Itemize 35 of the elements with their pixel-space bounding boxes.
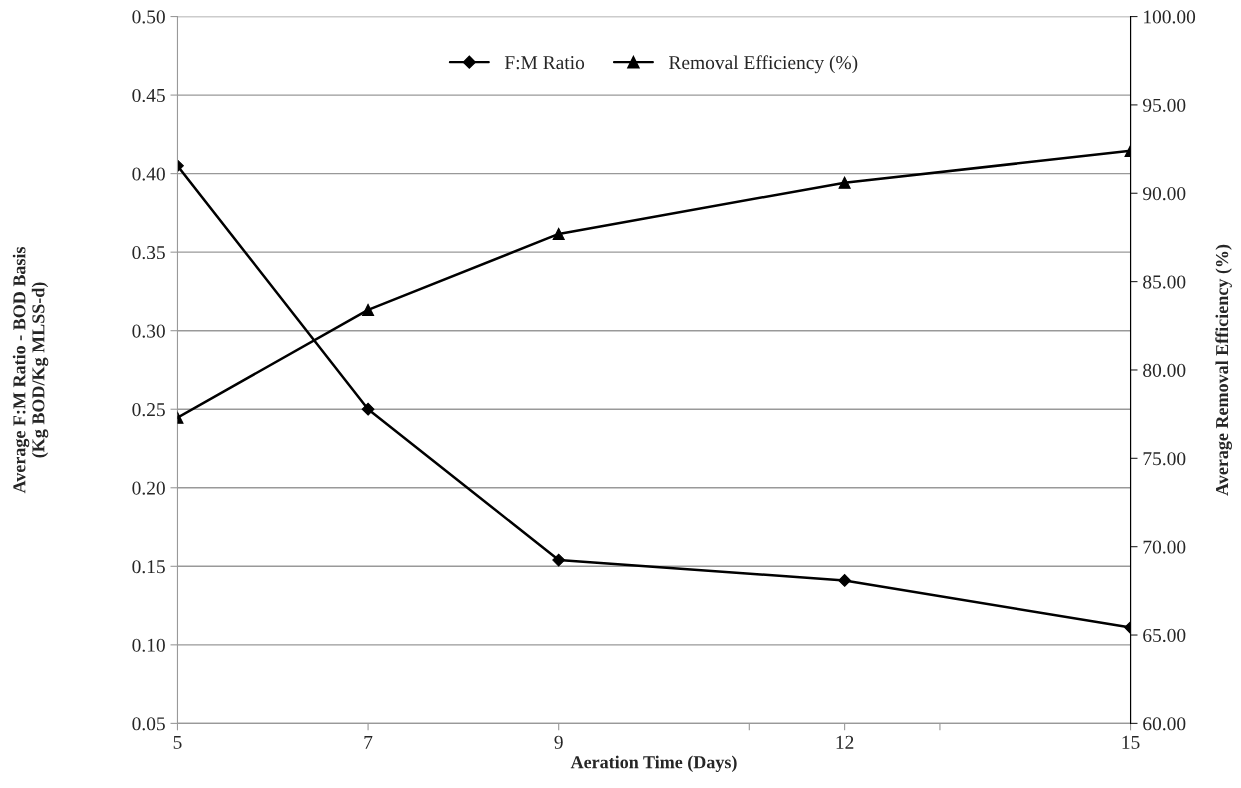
x-tick-label: 12 bbox=[836, 735, 854, 749]
y-tick-label: 0.25 bbox=[132, 403, 165, 417]
y-tick-label: 0.50 bbox=[132, 10, 165, 24]
y2-tick-label: 60.00 bbox=[1143, 717, 1186, 731]
y2-tick-label: 95.00 bbox=[1142, 98, 1186, 112]
y2-tick-label: 80.00 bbox=[1143, 363, 1186, 377]
x-tick-label: 9 bbox=[554, 735, 563, 749]
y2-tick-label: 65.00 bbox=[1143, 628, 1186, 643]
y-tick-label: 0.40 bbox=[132, 167, 165, 181]
legend-label: Removal Efficiency (%) bbox=[668, 55, 858, 74]
x-tick-label: 15 bbox=[1122, 735, 1140, 749]
y-tick-label: 0.35 bbox=[132, 245, 165, 260]
x-axis-title: Aeration Time (Days) bbox=[570, 755, 737, 773]
x-tick-label: 7 bbox=[364, 735, 373, 749]
y-tick-label: 0.10 bbox=[132, 638, 165, 652]
legend-label: F:M Ratio bbox=[504, 56, 585, 70]
x-tick-label: 5 bbox=[173, 735, 182, 749]
point bbox=[838, 574, 852, 587]
point bbox=[361, 402, 375, 416]
y2-tick-label: 90.00 bbox=[1142, 187, 1186, 201]
y2-tick-label: 85.00 bbox=[1143, 275, 1186, 289]
point bbox=[552, 553, 566, 567]
y2-tick-label: 70.00 bbox=[1143, 540, 1186, 554]
y-axis-title: Average F:M Ratio - BOD Basis (Kg BOD/Kg MLSS-d) bbox=[12, 246, 49, 494]
y-tick-label: 0.45 bbox=[132, 88, 165, 103]
y-tick-label: 0.30 bbox=[132, 324, 165, 338]
point bbox=[838, 176, 851, 189]
y2-tick-label: 75.00 bbox=[1143, 452, 1186, 466]
y-tick-label: 0.05 bbox=[132, 717, 165, 731]
point bbox=[552, 227, 565, 240]
y2-axis-title: Average Removal Efficiency (%) bbox=[1215, 244, 1232, 496]
point bbox=[362, 303, 375, 316]
y-tick-label: 0.20 bbox=[132, 481, 165, 495]
y2-tick-label: 100.00 bbox=[1144, 10, 1196, 24]
y-tick-label: 0.15 bbox=[132, 560, 165, 574]
